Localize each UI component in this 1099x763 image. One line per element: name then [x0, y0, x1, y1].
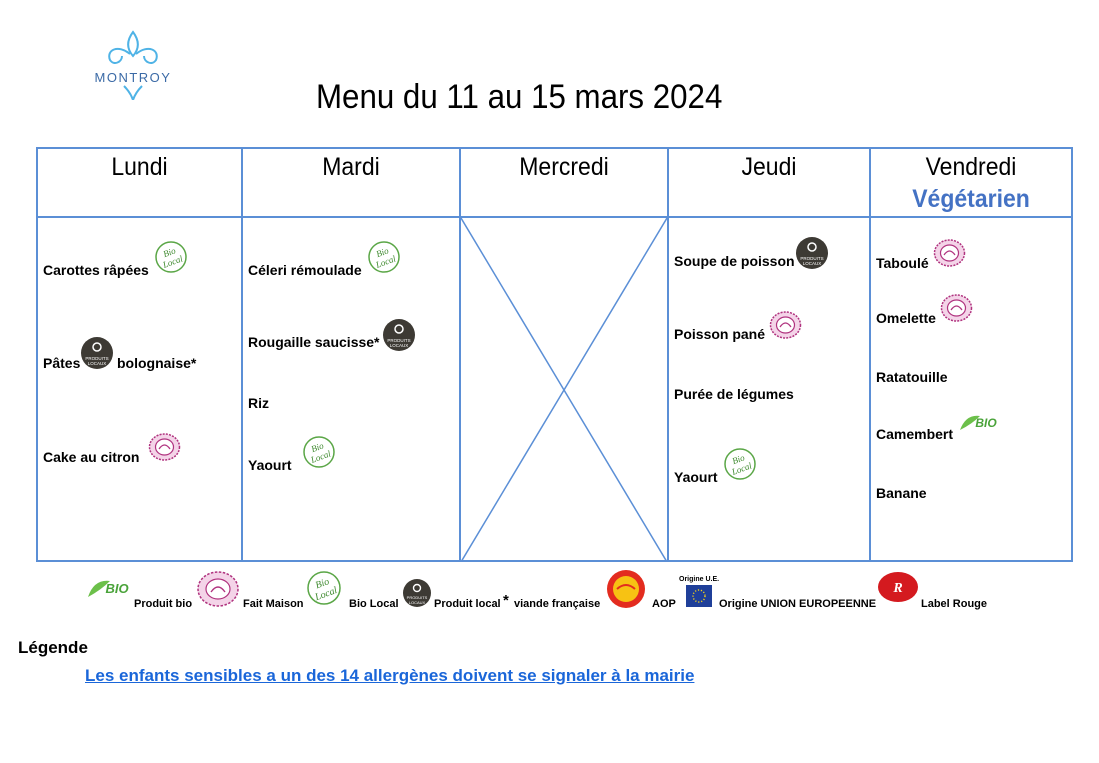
dish-vendredi-3: Ratatouille [876, 369, 948, 385]
legend-title: Légende [18, 638, 88, 657]
logo-text: MONTROY [94, 70, 172, 85]
day-header-mercredi: Mercredi [519, 153, 609, 181]
legend-fait-maison-icon [197, 571, 239, 607]
header-divider [38, 216, 1071, 218]
dish-jeudi-4: Yaourt [674, 469, 718, 485]
bio-local-badge-icon: Bio Local [303, 436, 335, 468]
legend-fait-maison: Fait Maison [243, 598, 304, 610]
fait-maison-badge-icon [769, 311, 802, 339]
day-header-mardi: Mardi [322, 153, 380, 181]
legend-produit-local: Produit local [434, 598, 501, 610]
svg-text:Bio: Bio [731, 452, 747, 466]
column-divider [869, 149, 871, 560]
dish-lundi-3: Cake au citron [43, 449, 140, 465]
svg-text:BIO: BIO [975, 416, 997, 430]
bio-leaf-badge-icon: BIO [960, 415, 997, 430]
svg-text:LOCAUX: LOCAUX [88, 361, 107, 366]
produits-locaux-badge-icon: PRODUITS LOCAUX [81, 337, 113, 369]
legend-label-rouge-icon: R [878, 572, 918, 602]
svg-text:PRODUITS: PRODUITS [407, 595, 428, 600]
dish-lundi-2: Pâtes [43, 355, 81, 371]
column-divider [241, 149, 243, 560]
dish-mardi-4: Yaourt [248, 457, 292, 473]
column-divider [459, 149, 461, 560]
svg-text:Bio: Bio [162, 245, 178, 259]
legend-bio-icon: BIO [88, 580, 129, 597]
dish-vendredi-2: Omelette [876, 310, 936, 326]
column-divider [667, 149, 669, 560]
produits-locaux-badge-icon: PRODUITS LOCAUX [796, 237, 828, 269]
legend-asterisk: * [503, 592, 509, 609]
dish-vendredi-1: Taboulé [876, 255, 929, 271]
svg-text:PRODUITS: PRODUITS [800, 256, 823, 261]
bio-local-badge-icon: Bio Local [724, 448, 756, 480]
legend-bio-local: Bio Local [349, 598, 399, 610]
bio-local-badge-icon: Bio Local [368, 241, 400, 273]
day-header-vendredi: Vendredi [925, 153, 1017, 181]
vegetarian-label: Végétarien [912, 185, 1030, 213]
fleur-de-lis-icon [108, 30, 158, 100]
svg-text:LOCAUX: LOCAUX [803, 261, 822, 266]
svg-text:R: R [892, 581, 902, 596]
bio-local-badge-icon: Bio Local [155, 241, 187, 273]
fait-maison-badge-icon [148, 433, 181, 461]
dish-jeudi-2: Poisson pané [674, 326, 766, 342]
dish-lundi-2b: bolognaise* [117, 355, 197, 371]
svg-text:PRODUITS: PRODUITS [85, 356, 108, 361]
dish-mardi-2: Rougaille saucisse* [248, 334, 380, 350]
closed-day-cross [461, 218, 667, 562]
produits-locaux-badge-icon: PRODUITS LOCAUX [383, 319, 415, 351]
page-title: Menu du 11 au 15 mars 2024 [316, 78, 723, 116]
svg-text:LOCAUX: LOCAUX [390, 343, 409, 348]
dish-jeudi-3: Purée de légumes [674, 386, 794, 402]
day-header-lundi: Lundi [111, 153, 168, 181]
svg-text:BIO: BIO [105, 581, 128, 596]
svg-text:LOCAUX: LOCAUX [409, 600, 426, 605]
legend-origine-ue-caption: Origine U.E. [679, 576, 720, 583]
dish-mardi-1: Céleri rémoulade [248, 262, 362, 278]
svg-text:Bio: Bio [375, 245, 391, 259]
legend-viande-francaise: viande française [514, 598, 601, 610]
legend-eu-flag-icon [686, 585, 712, 607]
dish-vendredi-5: Banane [876, 485, 927, 501]
legend-bio-local-icon: Bio Local [307, 571, 341, 605]
dish-mardi-3: Riz [248, 395, 269, 411]
allergen-notice-link[interactable]: Les enfants sensibles a un des 14 allerg… [85, 666, 695, 685]
fait-maison-badge-icon [940, 294, 973, 322]
svg-text:PRODUITS: PRODUITS [387, 338, 410, 343]
legend-aop-icon [607, 570, 645, 608]
day-header-jeudi: Jeudi [741, 153, 797, 181]
legend-origine-ue: Origine UNION EUROPEENNE [719, 598, 877, 610]
svg-text:Bio: Bio [314, 576, 331, 591]
dish-vendredi-4: Camembert [876, 426, 954, 442]
fait-maison-badge-icon [933, 239, 966, 267]
dish-jeudi-1: Soupe de poisson [674, 253, 795, 269]
legend-produit-bio: Produit bio [134, 598, 193, 610]
svg-text:Bio: Bio [310, 440, 326, 454]
legend-label-rouge: Label Rouge [921, 598, 988, 610]
montroy-logo: MONTROY [92, 30, 174, 102]
menu-table: Lundi Mardi Mercredi Jeudi Vendredi Végé… [36, 147, 1073, 562]
legend-produits-locaux-icon: PRODUITS LOCAUX [403, 579, 431, 607]
dish-lundi-1: Carottes râpées [43, 262, 149, 278]
legend-aop: AOP [652, 598, 676, 610]
